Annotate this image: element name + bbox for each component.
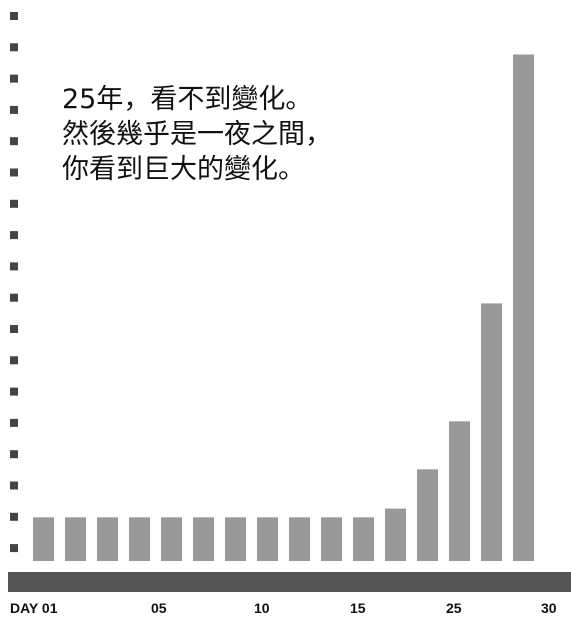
bar-day-7 <box>225 517 246 561</box>
y-tick-mark <box>10 481 18 490</box>
y-tick-mark <box>10 512 18 521</box>
bar-day-5 <box>161 517 182 561</box>
x-axis-tick-labels: DAY 01 05 10 15 25 30 <box>10 600 557 616</box>
bar-day-6 <box>193 517 214 561</box>
y-tick-mark <box>10 356 18 365</box>
y-tick-mark <box>10 418 18 427</box>
bar-day-13 <box>417 469 438 561</box>
x-tick-label: 15 <box>350 600 366 616</box>
y-tick-mark <box>10 231 18 240</box>
y-tick-mark <box>10 199 18 208</box>
bar-day-12 <box>385 508 406 561</box>
bar-day-9 <box>289 517 310 561</box>
x-tick-label: DAY 01 <box>10 600 58 616</box>
annotation-line: 然後幾乎是一夜之間， <box>62 119 332 150</box>
x-axis-band <box>8 572 571 592</box>
y-tick-mark <box>10 450 18 459</box>
y-tick-mark <box>10 262 18 271</box>
bars <box>33 54 534 561</box>
y-tick-mark <box>10 293 18 302</box>
annotation-line: 25年，看不到變化。 <box>62 84 313 115</box>
y-tick-mark <box>10 325 18 333</box>
y-tick-mark <box>10 387 18 396</box>
y-tick-mark <box>10 43 18 52</box>
chart-annotation: 25年，看不到變化。 然後幾乎是一夜之間， 你看到巨大的變化。 <box>62 82 332 187</box>
y-tick-mark <box>10 74 18 83</box>
x-tick-label: 30 <box>541 600 557 616</box>
bar-day-14 <box>449 421 470 561</box>
bar-day-8 <box>257 517 278 561</box>
annotation-line: 你看到巨大的變化。 <box>62 154 305 185</box>
y-tick-mark <box>10 12 18 20</box>
y-tick-mark <box>10 168 18 177</box>
bar-day-10 <box>321 517 342 561</box>
bar-day-16 <box>513 54 534 561</box>
bar-day-4 <box>129 517 150 561</box>
y-axis-tick-marks <box>10 12 18 553</box>
y-tick-mark <box>10 137 18 146</box>
y-tick-mark <box>10 105 18 114</box>
bar-day-15 <box>481 303 502 561</box>
bar-day-1 <box>33 517 54 561</box>
x-tick-label: 10 <box>254 600 270 616</box>
bar-day-3 <box>97 517 118 561</box>
y-tick-mark <box>10 544 18 553</box>
x-tick-label: 05 <box>151 600 167 616</box>
bar-day-11 <box>353 517 374 561</box>
x-tick-label: 25 <box>446 600 462 616</box>
bar-day-2 <box>65 517 86 561</box>
